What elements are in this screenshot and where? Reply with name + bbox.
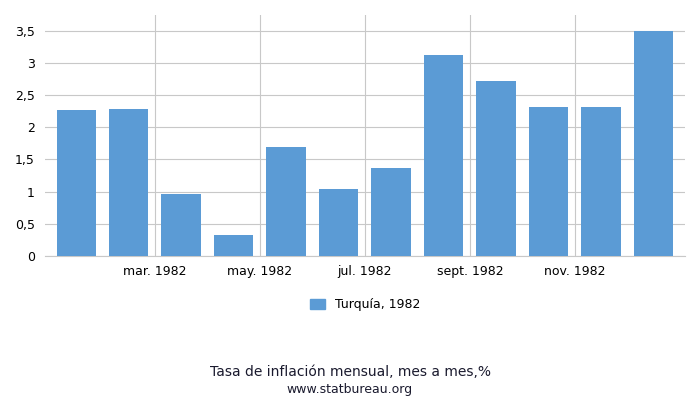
Bar [267,147,306,256]
Legend: Turquía, 1982: Turquía, 1982 [304,293,425,316]
Bar [581,107,621,256]
Bar [319,189,358,256]
Bar [214,235,253,256]
Text: www.statbureau.org: www.statbureau.org [287,384,413,396]
Bar [109,109,148,256]
Bar [529,107,568,256]
Bar [477,81,516,256]
Bar [162,194,201,256]
Bar [372,168,411,256]
Bar [424,56,463,256]
Bar [634,31,673,256]
Bar [57,110,96,256]
Text: Tasa de inflación mensual, mes a mes,%: Tasa de inflación mensual, mes a mes,% [209,365,491,379]
